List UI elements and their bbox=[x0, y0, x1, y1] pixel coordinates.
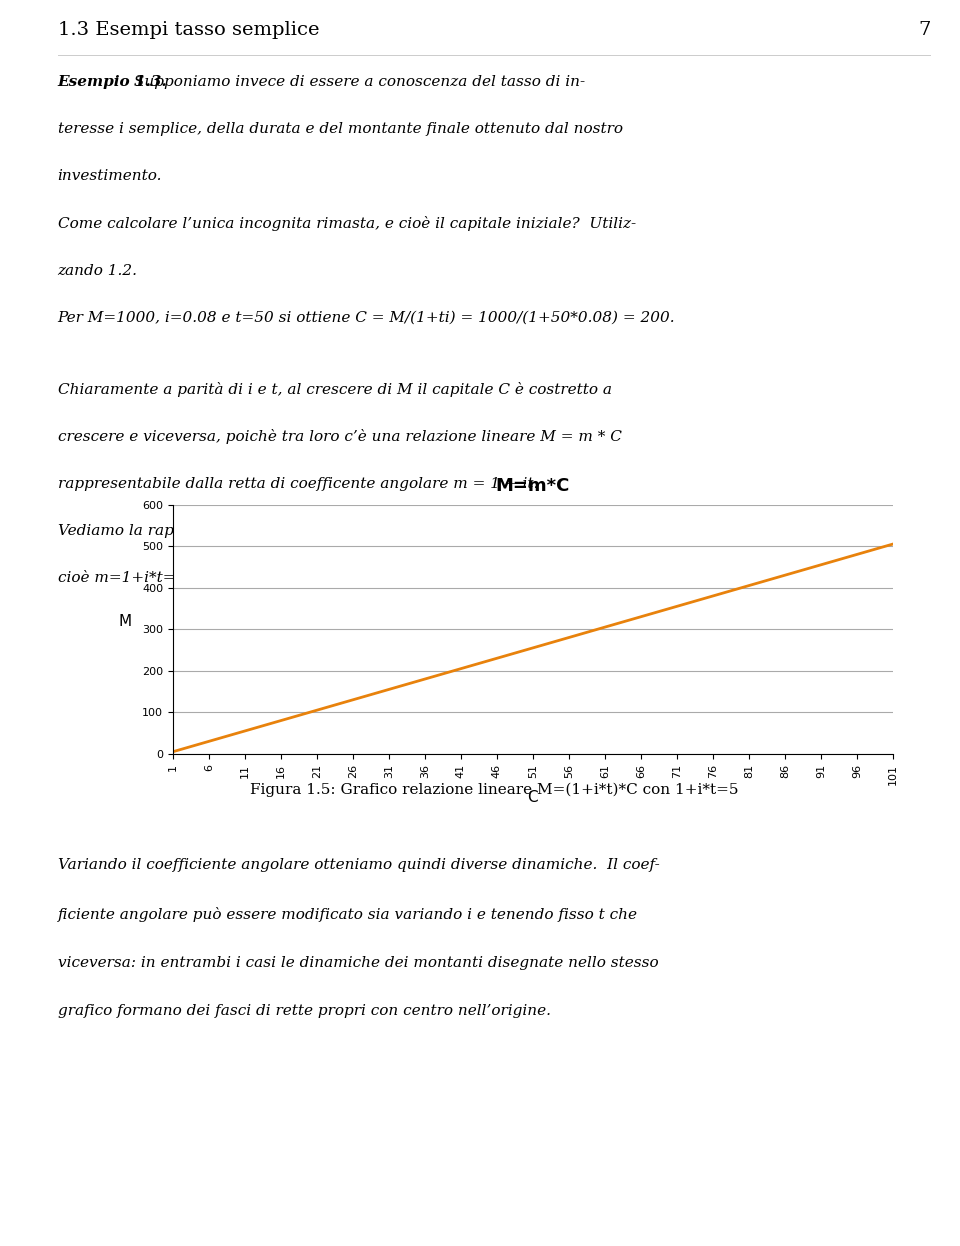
Text: Supponiamo invece di essere a conoscenza del tasso di in-: Supponiamo invece di essere a conoscenza… bbox=[129, 75, 585, 88]
Text: Vediamo la rappresentazione di questa retta per questo esempio,: Vediamo la rappresentazione di questa re… bbox=[58, 523, 563, 538]
Text: Variando il coefficiente angolare otteniamo quindi diverse dinamiche.  Il coef-: Variando il coefficiente angolare otteni… bbox=[58, 858, 660, 872]
Text: zando 1.2.: zando 1.2. bbox=[58, 264, 137, 278]
Y-axis label: M: M bbox=[119, 614, 132, 629]
Text: Per M=1000, i=0.08 e t=50 si ottiene C = M/(1+ti) = 1000/(1+50*0.08) = 200.: Per M=1000, i=0.08 e t=50 si ottiene C =… bbox=[58, 312, 675, 325]
X-axis label: C: C bbox=[527, 790, 539, 805]
Text: teresse i semplice, della durata e del montante finale ottenuto dal nostro: teresse i semplice, della durata e del m… bbox=[58, 122, 623, 136]
Text: 7: 7 bbox=[919, 21, 931, 39]
Text: Chiaramente a parità di i e t, al crescere di M il capitale C è costretto a: Chiaramente a parità di i e t, al cresce… bbox=[58, 383, 612, 397]
Text: Come calcolare l’unica incognita rimasta, e cioè il capitale iniziale?  Utiliz-: Come calcolare l’unica incognita rimasta… bbox=[58, 217, 636, 232]
Title: M=m*C: M=m*C bbox=[495, 477, 570, 495]
Text: investimento.: investimento. bbox=[58, 169, 162, 183]
Text: ficiente angolare può essere modificato sia variando i e tenendo fisso t che: ficiente angolare può essere modificato … bbox=[58, 907, 637, 922]
Text: cioè m=1+i*t=1+0.08*50=5.: cioè m=1+i*t=1+0.08*50=5. bbox=[58, 571, 286, 586]
Text: Figura 1.5: Grafico relazione lineare M=(1+i*t)*C con 1+i*t=5: Figura 1.5: Grafico relazione lineare M=… bbox=[251, 782, 738, 797]
Text: rappresentabile dalla retta di coefficente angolare m = 1 + it.: rappresentabile dalla retta di coefficen… bbox=[58, 476, 538, 491]
Text: crescere e viceversa, poichè tra loro c’è una relazione lineare M = m * C: crescere e viceversa, poichè tra loro c’… bbox=[58, 430, 621, 445]
Text: Esempio 1.3.: Esempio 1.3. bbox=[58, 75, 167, 88]
Text: viceversa: in entrambi i casi le dinamiche dei montanti disegnate nello stesso: viceversa: in entrambi i casi le dinamic… bbox=[58, 956, 659, 969]
Text: grafico formano dei fasci di rette propri con centro nell’origine.: grafico formano dei fasci di rette propr… bbox=[58, 1004, 551, 1018]
Text: 1.3 Esempi tasso semplice: 1.3 Esempi tasso semplice bbox=[58, 21, 319, 39]
